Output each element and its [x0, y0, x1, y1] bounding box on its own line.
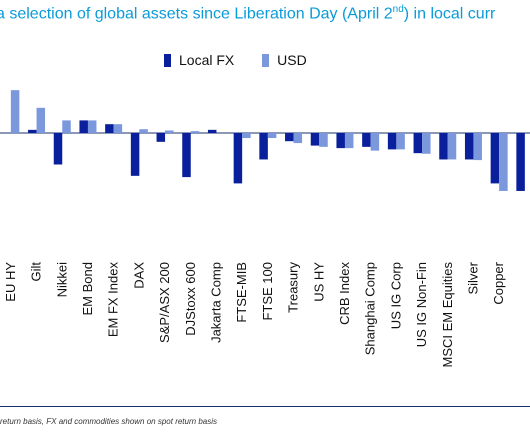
legend-swatch-local-fx [164, 53, 171, 67]
category-label-eu-hy: EU HY [3, 262, 18, 302]
category-label-us-ig-corp: US IG Corp [388, 262, 403, 329]
bar-local-fx-us-hy [310, 133, 320, 146]
bar-local-fx-nikkei [53, 133, 63, 165]
category-label-nikkei: Nikkei [54, 262, 69, 298]
category-label-em-bond: EM Bond [80, 262, 95, 315]
legend-label-local-fx: Local FX [179, 52, 235, 68]
bar-local-fx-us-ig-non-fin [413, 133, 423, 154]
bar-usd-msci-em-equities [447, 133, 457, 160]
bar-usd-us-hy [319, 133, 328, 147]
bar-usd-treasury [293, 133, 303, 144]
chart-footnote: return basis, FX and commodities shown o… [0, 417, 217, 426]
bar-local-fx-treasury [285, 133, 294, 142]
legend-label-usd: USD [277, 52, 307, 68]
bar-local-fx-gold [516, 133, 525, 191]
bar-usd-silver [473, 133, 482, 161]
bar-local-fx-gilt [28, 129, 37, 133]
bar-local-fx-jakarta-comp [207, 129, 217, 133]
category-label-jakarta-comp: Jakarta Comp [208, 262, 223, 343]
category-label-djstoxx-600: DJStoxx 600 [183, 262, 198, 336]
bar-local-fx-msci-em-equities [439, 133, 448, 160]
bar-usd-eu-hy [10, 90, 20, 133]
category-label-ftse-mib: FTSE-MIB [234, 262, 249, 323]
bar-local-fx-ftse-mib [233, 133, 243, 184]
bottom-rule [0, 406, 530, 407]
category-label-us-ig-non-fin: US IG Non-Fin [414, 262, 429, 347]
bar-local-fx-s-p-asx-200 [156, 133, 166, 142]
bar-usd-ftse-mib [242, 133, 251, 139]
legend-item-usd: USD [262, 52, 307, 68]
category-label-shanghai-comp: Shanghai Comp [363, 262, 378, 355]
category-label-msci-em-equities: MSCI EM Equities [440, 262, 455, 368]
category-label-copper: Copper [491, 261, 506, 304]
category-label-silver: Silver [465, 261, 480, 294]
bar-usd-em-fx-index [113, 124, 123, 133]
bar-usd-crb-index [344, 133, 354, 149]
bar-local-fx-shanghai-comp [362, 133, 371, 147]
category-label-us-hy: US HY [311, 262, 326, 302]
bar-local-fx-em-bond [79, 120, 88, 133]
bar-usd-dax [139, 129, 148, 133]
bar-usd-us-ig-non-fin [422, 133, 431, 154]
bar-usd-copper [499, 133, 508, 191]
bar-local-fx-us-ig-corp [387, 133, 397, 150]
bar-usd-djstoxx-600 [190, 131, 200, 133]
bar-local-fx-dax [130, 133, 140, 176]
bar-local-fx-copper [490, 133, 500, 184]
category-label-gilt: Gilt [29, 262, 44, 282]
category-label-em-fx-index: EM FX Index [106, 262, 121, 338]
chart-title: a selection of global assets since Liber… [0, 4, 496, 23]
bar-local-fx-djstoxx-600 [182, 133, 191, 178]
bar-usd-shanghai-comp [370, 133, 380, 151]
category-label-treasury: Treasury [286, 262, 301, 313]
bar-usd-ftse-100 [267, 133, 277, 139]
category-label-ftse-100: FTSE 100 [260, 262, 275, 321]
category-label-dax: DAX [131, 262, 146, 289]
bar-usd-s-p-asx-200 [165, 130, 174, 133]
bar-local-fx-silver [464, 133, 474, 160]
bar-local-fx-crb-index [336, 133, 345, 149]
bar-usd-gilt [36, 107, 46, 133]
category-label-crb-index: CRB Index [337, 262, 352, 325]
legend-item-local-fx: Local FX [164, 52, 234, 68]
legend-swatch-usd [262, 53, 270, 67]
bar-usd-em-bond [87, 120, 97, 133]
bar-local-fx-em-fx-index [105, 124, 114, 133]
bar-local-fx-ftse-100 [259, 133, 268, 160]
bar-usd-us-ig-corp [396, 133, 405, 150]
chart-legend: Local FX USD [164, 52, 331, 70]
bar-usd-nikkei [62, 120, 71, 133]
category-label-s-p-asx-200: S&P/ASX 200 [157, 262, 172, 343]
